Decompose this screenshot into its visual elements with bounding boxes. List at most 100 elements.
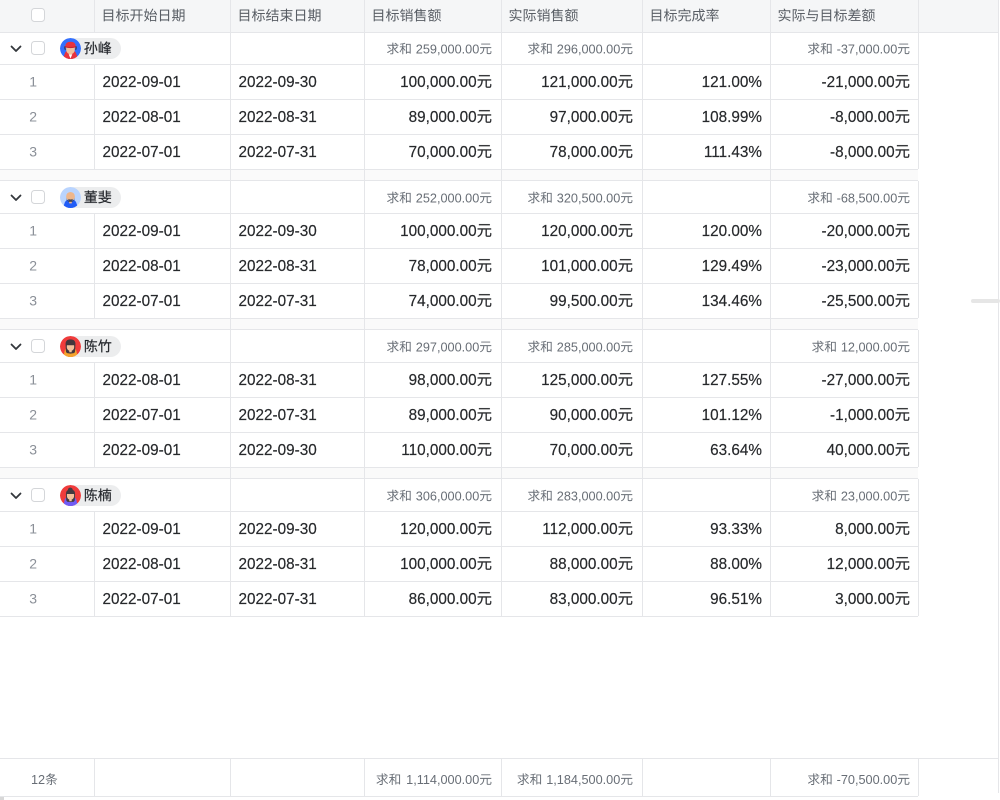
svg-text:88.00%: 88.00% bbox=[710, 556, 762, 573]
svg-text:99,500.00: 99,500.00 bbox=[550, 293, 618, 310]
svg-text:3,000.00: 3,000.00 bbox=[835, 591, 895, 608]
svg-text:2022-07-01: 2022-07-01 bbox=[103, 293, 181, 310]
svg-text:8,000.00: 8,000.00 bbox=[835, 521, 895, 538]
svg-text:98,000.00: 98,000.00 bbox=[409, 372, 477, 389]
svg-text:285,000.00: 285,000.00 bbox=[557, 340, 621, 354]
svg-text:121,000.00: 121,000.00 bbox=[541, 74, 618, 91]
svg-text:2022-08-31: 2022-08-31 bbox=[239, 372, 317, 389]
svg-text:-70,500.00: -70,500.00 bbox=[837, 773, 898, 787]
svg-text:-8,000.00: -8,000.00 bbox=[830, 144, 895, 161]
svg-text:125,000.00: 125,000.00 bbox=[541, 372, 618, 389]
svg-text:97,000.00: 97,000.00 bbox=[550, 109, 618, 126]
svg-text:40,000.00: 40,000.00 bbox=[827, 442, 895, 459]
svg-text:1: 1 bbox=[29, 372, 37, 388]
svg-text:2022-09-01: 2022-09-01 bbox=[103, 521, 181, 538]
svg-text:2022-07-31: 2022-07-31 bbox=[239, 144, 317, 161]
svg-text:1: 1 bbox=[29, 521, 37, 537]
svg-text:-21,000.00: -21,000.00 bbox=[822, 74, 895, 91]
svg-text:23,000.00: 23,000.00 bbox=[841, 489, 897, 503]
svg-text:112,000.00: 112,000.00 bbox=[542, 521, 617, 538]
svg-text:12: 12 bbox=[31, 773, 45, 787]
svg-text:101.12%: 101.12% bbox=[702, 407, 763, 424]
svg-text:2022-08-01: 2022-08-01 bbox=[103, 372, 181, 389]
svg-text:63.64%: 63.64% bbox=[710, 442, 762, 459]
svg-text:2022-09-01: 2022-09-01 bbox=[103, 74, 181, 91]
svg-text:252,000.00: 252,000.00 bbox=[416, 191, 480, 205]
svg-text:121.00%: 121.00% bbox=[702, 74, 763, 91]
svg-text:-23,000.00: -23,000.00 bbox=[822, 258, 895, 275]
svg-text:74,000.00: 74,000.00 bbox=[409, 293, 477, 310]
svg-text:83,000.00: 83,000.00 bbox=[550, 591, 618, 608]
svg-text:259,000.00: 259,000.00 bbox=[416, 42, 480, 56]
svg-text:2022-07-31: 2022-07-31 bbox=[239, 407, 317, 424]
svg-text:2022-09-30: 2022-09-30 bbox=[239, 521, 317, 538]
svg-text:-27,000.00: -27,000.00 bbox=[822, 372, 895, 389]
svg-text:1,114,000.00: 1,114,000.00 bbox=[406, 773, 479, 787]
svg-text:2022-08-31: 2022-08-31 bbox=[239, 258, 317, 275]
svg-text:296,000.00: 296,000.00 bbox=[557, 42, 621, 56]
svg-text:129.49%: 129.49% bbox=[702, 258, 763, 275]
svg-text:297,000.00: 297,000.00 bbox=[416, 340, 480, 354]
svg-text:2022-08-31: 2022-08-31 bbox=[239, 109, 317, 126]
svg-text:2022-08-01: 2022-08-01 bbox=[103, 556, 181, 573]
svg-text:111.43%: 111.43% bbox=[704, 144, 763, 161]
svg-text:12,000.00: 12,000.00 bbox=[827, 556, 895, 573]
svg-text:93.33%: 93.33% bbox=[710, 521, 762, 538]
svg-text:3: 3 bbox=[29, 144, 37, 160]
svg-text:-37,000.00: -37,000.00 bbox=[837, 42, 898, 56]
svg-text:-25,500.00: -25,500.00 bbox=[822, 293, 895, 310]
svg-text:1: 1 bbox=[29, 74, 37, 90]
svg-text:110,000.00: 110,000.00 bbox=[401, 442, 476, 459]
svg-text:2022-07-31: 2022-07-31 bbox=[239, 591, 317, 608]
svg-text:2022-09-01: 2022-09-01 bbox=[103, 442, 181, 459]
svg-text:134.46%: 134.46% bbox=[702, 293, 763, 310]
svg-text:2: 2 bbox=[29, 258, 37, 274]
svg-text:2022-07-01: 2022-07-01 bbox=[103, 591, 181, 608]
svg-text:89,000.00: 89,000.00 bbox=[409, 109, 477, 126]
svg-text:2022-07-31: 2022-07-31 bbox=[239, 293, 317, 310]
svg-text:2: 2 bbox=[29, 407, 37, 423]
svg-text:2022-08-01: 2022-08-01 bbox=[103, 258, 181, 275]
svg-text:320,500.00: 320,500.00 bbox=[557, 191, 621, 205]
svg-text:2022-07-01: 2022-07-01 bbox=[103, 407, 181, 424]
svg-text:100,000.00: 100,000.00 bbox=[400, 74, 477, 91]
svg-text:1,184,500.00: 1,184,500.00 bbox=[546, 773, 620, 787]
svg-text:2022-09-30: 2022-09-30 bbox=[239, 74, 317, 91]
svg-text:12,000.00: 12,000.00 bbox=[841, 340, 897, 354]
svg-text:108.99%: 108.99% bbox=[702, 109, 763, 126]
svg-text:120,000.00: 120,000.00 bbox=[400, 521, 477, 538]
svg-text:101,000.00: 101,000.00 bbox=[541, 258, 618, 275]
svg-text:70,000.00: 70,000.00 bbox=[550, 442, 618, 459]
svg-text:-20,000.00: -20,000.00 bbox=[822, 223, 895, 240]
svg-text:96.51%: 96.51% bbox=[710, 591, 762, 608]
svg-text:-68,500.00: -68,500.00 bbox=[837, 191, 898, 205]
svg-text:2022-09-01: 2022-09-01 bbox=[103, 223, 181, 240]
svg-text:78,000.00: 78,000.00 bbox=[409, 258, 477, 275]
svg-text:3: 3 bbox=[29, 591, 37, 607]
svg-text:100,000.00: 100,000.00 bbox=[400, 223, 477, 240]
svg-text:3: 3 bbox=[29, 293, 37, 309]
svg-text:2022-08-31: 2022-08-31 bbox=[239, 556, 317, 573]
svg-text:86,000.00: 86,000.00 bbox=[409, 591, 477, 608]
svg-text:283,000.00: 283,000.00 bbox=[557, 489, 621, 503]
svg-text:89,000.00: 89,000.00 bbox=[409, 407, 477, 424]
svg-text:78,000.00: 78,000.00 bbox=[550, 144, 618, 161]
svg-text:88,000.00: 88,000.00 bbox=[550, 556, 618, 573]
svg-text:120,000.00: 120,000.00 bbox=[541, 223, 618, 240]
svg-text:2022-09-30: 2022-09-30 bbox=[239, 223, 317, 240]
svg-text:127.55%: 127.55% bbox=[702, 372, 763, 389]
svg-text:2022-07-01: 2022-07-01 bbox=[103, 144, 181, 161]
svg-text:-1,000.00: -1,000.00 bbox=[830, 407, 895, 424]
svg-text:2: 2 bbox=[29, 556, 37, 572]
svg-text:-8,000.00: -8,000.00 bbox=[830, 109, 895, 126]
svg-text:70,000.00: 70,000.00 bbox=[409, 144, 477, 161]
svg-text:1: 1 bbox=[29, 223, 37, 239]
svg-text:100,000.00: 100,000.00 bbox=[400, 556, 477, 573]
svg-text:2: 2 bbox=[29, 109, 37, 125]
svg-text:2022-08-01: 2022-08-01 bbox=[103, 109, 181, 126]
svg-text:2022-09-30: 2022-09-30 bbox=[239, 442, 317, 459]
svg-text:120.00%: 120.00% bbox=[702, 223, 763, 240]
svg-text:306,000.00: 306,000.00 bbox=[416, 489, 480, 503]
svg-text:90,000.00: 90,000.00 bbox=[550, 407, 618, 424]
svg-text:3: 3 bbox=[29, 442, 37, 458]
